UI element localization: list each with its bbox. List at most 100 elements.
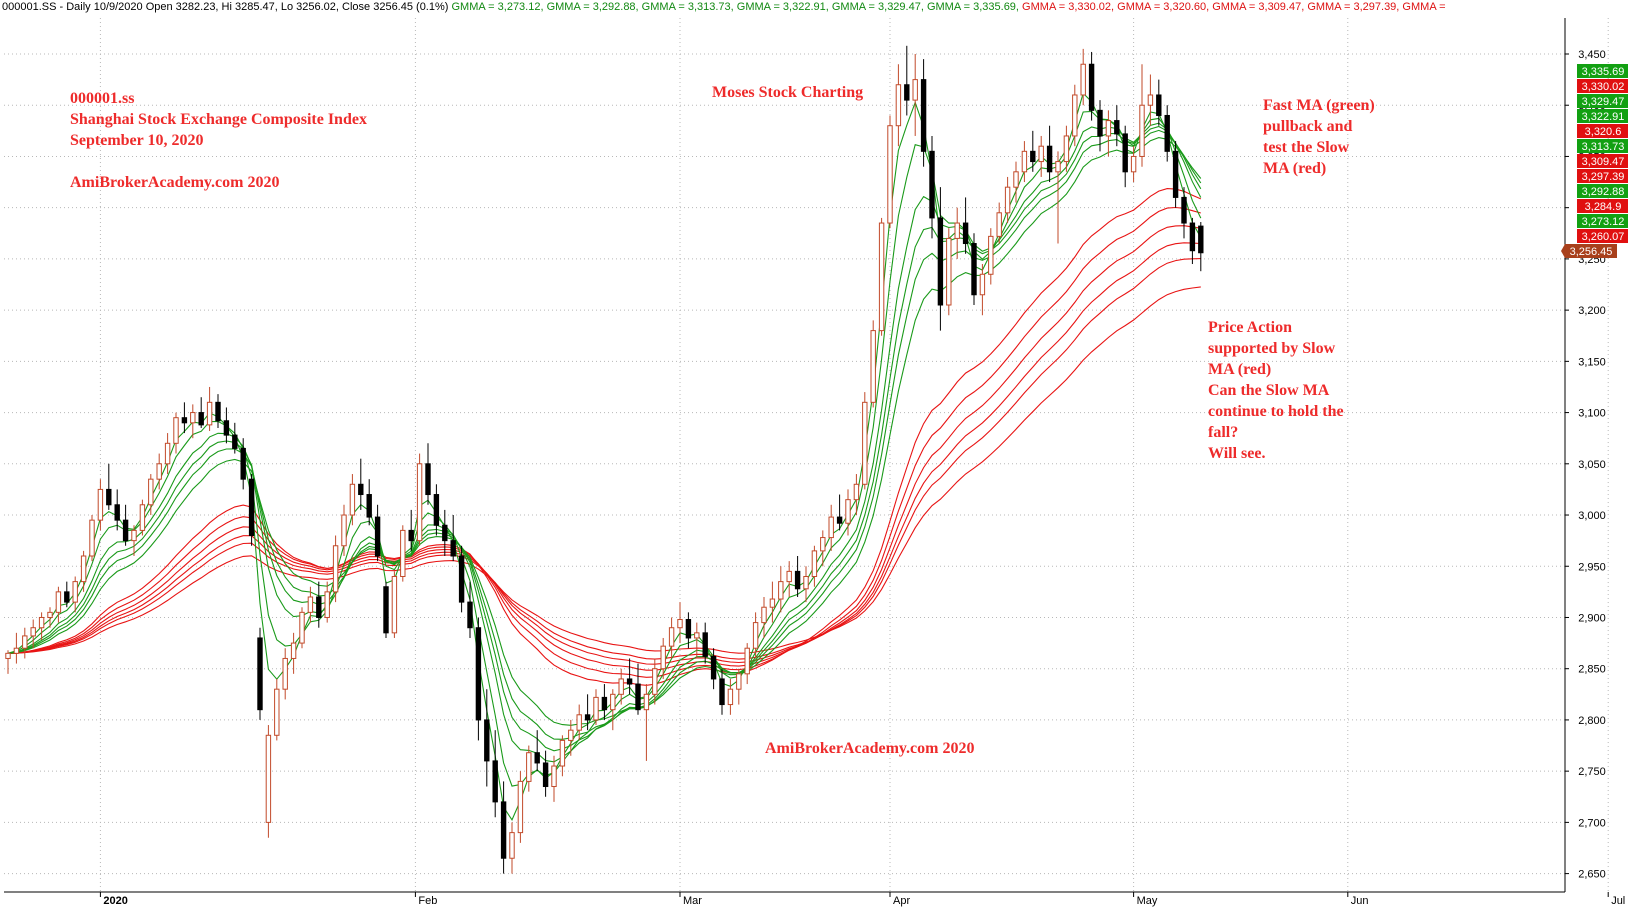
candle-body [1139, 104, 1145, 157]
candle [786, 561, 792, 597]
candle-body [1072, 94, 1078, 137]
candle-body [551, 765, 557, 788]
candle-body [55, 591, 62, 613]
candle-body [492, 760, 498, 803]
candle [1164, 105, 1170, 162]
fast-ma-line [7, 137, 1202, 726]
candle-body [148, 478, 154, 506]
candle [719, 668, 725, 715]
candle [1130, 146, 1137, 183]
candle-body [962, 222, 969, 245]
candle-body [38, 616, 45, 629]
candle-body [610, 693, 616, 711]
candle-body [685, 619, 692, 639]
candle-body [1013, 171, 1019, 188]
candle [828, 504, 834, 551]
date-axis-label: Apr [893, 895, 910, 907]
candle-body [215, 401, 221, 422]
price-badge: 3,330.02 [1577, 79, 1628, 93]
candle-body [862, 401, 868, 485]
symbol-info: 000001.SS - Daily 10/9/2020 Open 3282.23… [2, 1, 449, 13]
candle [500, 781, 507, 874]
candle [316, 581, 322, 628]
price-badge: 3,335.69 [1577, 64, 1628, 78]
chart-header-readout: 000001.SS - Daily 10/9/2020 Open 3282.23… [2, 0, 1622, 16]
candle-body [643, 693, 650, 711]
candle [929, 135, 935, 239]
candle [1088, 51, 1095, 121]
candle [198, 397, 204, 428]
candle [1114, 105, 1120, 147]
fast-ma-note-line: Fast MA (green) [1263, 97, 1375, 114]
price-badge-bg [1577, 199, 1628, 213]
price-axis-label: 2,850 [1578, 664, 1606, 676]
candle [332, 535, 339, 603]
candle-body [13, 647, 20, 654]
candle-body [626, 678, 633, 685]
candle-body [391, 575, 398, 634]
candle [425, 443, 431, 505]
price-badge-bg [1577, 154, 1628, 168]
slow-ma-line [7, 225, 1201, 671]
price-badge-bg [1577, 94, 1628, 108]
candle [996, 202, 1002, 244]
candle-body [702, 632, 708, 657]
candle [97, 479, 104, 531]
candle-body [64, 591, 70, 603]
price-badge-label: 3,335.69 [1582, 66, 1625, 78]
price-badge-label: 3,322.91 [1582, 111, 1625, 123]
candle [1046, 125, 1053, 183]
candle [80, 550, 87, 592]
fast-ma-line [7, 125, 1202, 752]
candle-body [786, 570, 792, 583]
candle [971, 233, 977, 306]
candle [954, 207, 960, 259]
candle [1004, 176, 1011, 224]
price-badge-bg [1577, 139, 1628, 153]
candle [568, 719, 574, 756]
candle-body [1021, 150, 1028, 173]
candle [1139, 64, 1145, 167]
candle-body [752, 622, 759, 649]
candle-body [47, 611, 53, 618]
candle [1072, 84, 1078, 147]
candle-body [1030, 150, 1036, 163]
candle-body [1038, 145, 1044, 163]
candle [509, 822, 515, 874]
price-axis-label: 3,450 [1578, 49, 1606, 61]
candle-body [845, 499, 851, 524]
candle-body [946, 237, 952, 306]
price-badge-bg [1577, 214, 1628, 228]
price-badge-label: 3,273.12 [1582, 216, 1625, 228]
candle [736, 668, 742, 705]
fast-ma-line [7, 129, 1202, 740]
candle-body [1004, 186, 1011, 214]
center-title-annotation: Moses Stock Charting [712, 84, 864, 101]
gmma-readout: GMMA = 3,322.91, [733, 1, 829, 13]
candle-body [400, 529, 406, 577]
candle [988, 228, 994, 285]
candle-body [727, 688, 734, 706]
price-axis-label: 2,700 [1578, 817, 1606, 829]
candle-body [198, 412, 204, 426]
candle-body [635, 683, 641, 711]
candle-body [853, 483, 860, 501]
candle [887, 115, 893, 229]
candlesticks [5, 45, 1204, 874]
price-badge-bg [1561, 244, 1617, 258]
candle-body [274, 688, 280, 736]
candle-body [1105, 120, 1112, 137]
candle [626, 658, 633, 695]
candle-body [719, 678, 725, 706]
candle-body [467, 601, 473, 629]
candle [164, 433, 171, 475]
candle-body [1046, 145, 1053, 173]
candle [778, 566, 784, 613]
candle-body [282, 657, 288, 690]
candle [290, 632, 297, 674]
candle-body [652, 668, 658, 695]
candle [761, 596, 767, 638]
candle [635, 663, 641, 715]
price-badge: 3,260.07 [1577, 229, 1628, 243]
